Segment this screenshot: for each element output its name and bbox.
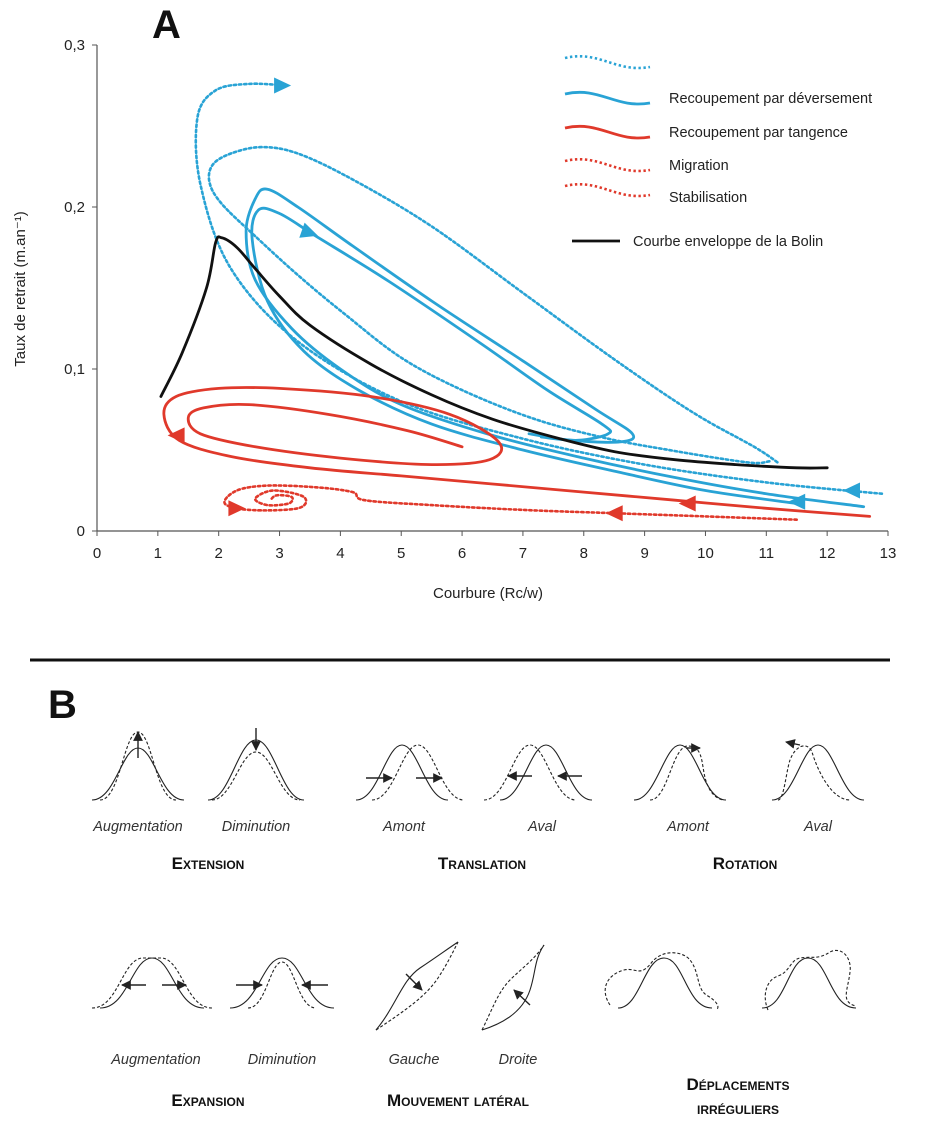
glyph-translation-amont [355,744,465,801]
chart-series-6 [223,484,798,521]
x-tick-label: 1 [154,545,162,562]
x-tick-label: 3 [275,545,283,562]
glyph-rotation-aval [771,739,865,801]
legend-swatch-stabilisation [564,183,651,198]
glyph-expansion-diminution [229,957,335,1009]
title-rotation: Rotation [713,854,778,873]
panel-b-letter: B [48,683,77,727]
glyph-lateral-droite [481,944,545,1031]
chart-series-5 [162,386,872,518]
chart-arrows-layer [167,77,860,522]
x-tick-label: 2 [215,545,223,562]
legend-swatch-tangence [564,125,651,140]
y-tick-label: 0,2 [64,199,85,216]
glyph-expansion-augmentation [91,957,213,1009]
glyph-extension-diminution [207,728,305,801]
x-tick-label: 7 [519,545,527,562]
panel-a-letter: A [152,3,181,47]
y-tick-label: 0 [77,523,85,540]
x-tick-label: 12 [819,545,836,562]
x-tick-label: 5 [397,545,405,562]
chart-legend: Recoupement par déversement Recoupement … [564,55,872,250]
chart-arrowhead-1 [299,222,318,238]
x-tick-label: 8 [580,545,588,562]
x-tick-label: 11 [759,545,775,562]
legend-label-enveloppe: Courbe enveloppe de la Bolin [633,234,823,250]
x-tick-label: 4 [336,545,344,562]
x-tick-label: 13 [880,545,897,562]
glyph-irregulier-1 [604,952,719,1011]
caption-lateral-gauche: Gauche [389,1052,440,1068]
chart-series-4 [207,145,780,465]
glyph-irregulier-2 [761,950,857,1011]
legend-label-tangence: Recoupement par tangence [669,125,848,141]
y-tick-label: 0,1 [64,361,85,378]
title-deplacements-line1: Déplacements [687,1075,790,1094]
legend-label-stabilisation: Stabilisation [669,190,747,206]
x-tick-label: 9 [640,545,648,562]
caption-extension-augmentation: Augmentation [92,819,182,835]
title-translation: Translation [438,854,526,873]
chart-arrowhead-4 [167,427,185,444]
caption-expansion-augmentation: Augmentation [110,1052,200,1068]
chart-series-0 [159,235,829,470]
glyph-lateral-gauche [375,941,459,1031]
legend-swatch-deversement-dotted [564,55,651,70]
caption-translation-aval: Aval [527,819,557,835]
title-deplacements-line2: irréguliers [697,1099,779,1118]
title-expansion: Expansion [171,1091,244,1110]
title-extension: Extension [172,854,245,873]
chart-arrowhead-6 [605,505,623,522]
chart-arrowhead-3 [788,493,806,510]
chart-series-3 [194,82,884,495]
x-tick-label: 0 [93,545,101,562]
caption-extension-diminution: Diminution [222,819,291,835]
y-axis-label: Taux de retrait (m.an⁻¹) [12,211,29,366]
chart-arrowhead-2 [843,482,860,499]
x-tick-label: 6 [458,545,466,562]
legend-label-migration: Migration [669,158,729,174]
legend-swatch-migration [564,158,651,173]
caption-rotation-amont: Amont [666,819,710,835]
caption-rotation-aval: Aval [803,819,833,835]
chart-arrowhead-7 [228,500,246,517]
x-tick-label: 10 [697,545,714,562]
chart-series-layer [159,82,884,521]
chart-series-1 [244,187,866,509]
title-mouvement-lateral: Mouvement latéral [387,1091,529,1110]
legend-swatch-deversement-solid [564,91,651,106]
y-tick-label: 0,3 [64,37,85,54]
x-axis-label: Courbure (Rc/w) [433,585,543,602]
caption-translation-amont: Amont [382,819,426,835]
glyph-translation-aval [483,744,593,801]
chart-arrowhead-0 [274,77,292,94]
legend-label-deversement: Recoupement par déversement [669,91,872,107]
caption-lateral-droite: Droite [499,1052,538,1068]
chart-arrowhead-5 [678,495,696,512]
glyph-rotation-amont [633,743,727,801]
caption-expansion-diminution: Diminution [248,1052,317,1068]
glyph-extension-augmentation [91,731,185,801]
chart-series-2 [250,206,799,505]
